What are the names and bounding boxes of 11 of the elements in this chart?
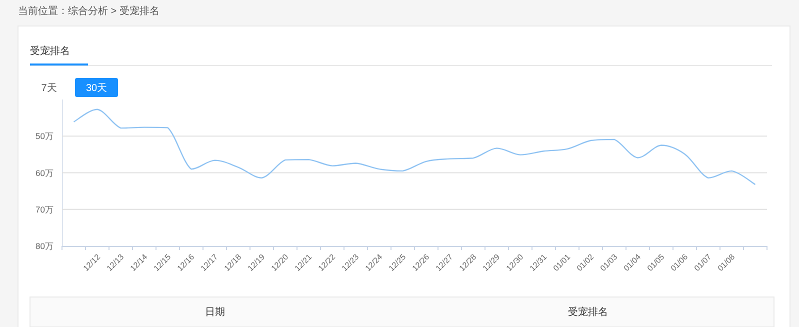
- text: 7天: [41, 83, 57, 94]
- chart-title: 受宠排名: [30, 45, 70, 57]
- text: 30天: [86, 83, 108, 94]
- text: 受宠排名: [568, 306, 608, 318]
- text: 日期: [205, 306, 225, 318]
- text: 当前位置：综合分析 > 受宠排名: [18, 5, 160, 17]
- line-series: [73, 108, 756, 186]
- y-tick-label: 70万: [36, 204, 54, 214]
- y-tick-label: 60万: [36, 168, 54, 178]
- y-tick-label: 50万: [36, 131, 54, 142]
- y-tick-label: 80万: [36, 241, 54, 251]
